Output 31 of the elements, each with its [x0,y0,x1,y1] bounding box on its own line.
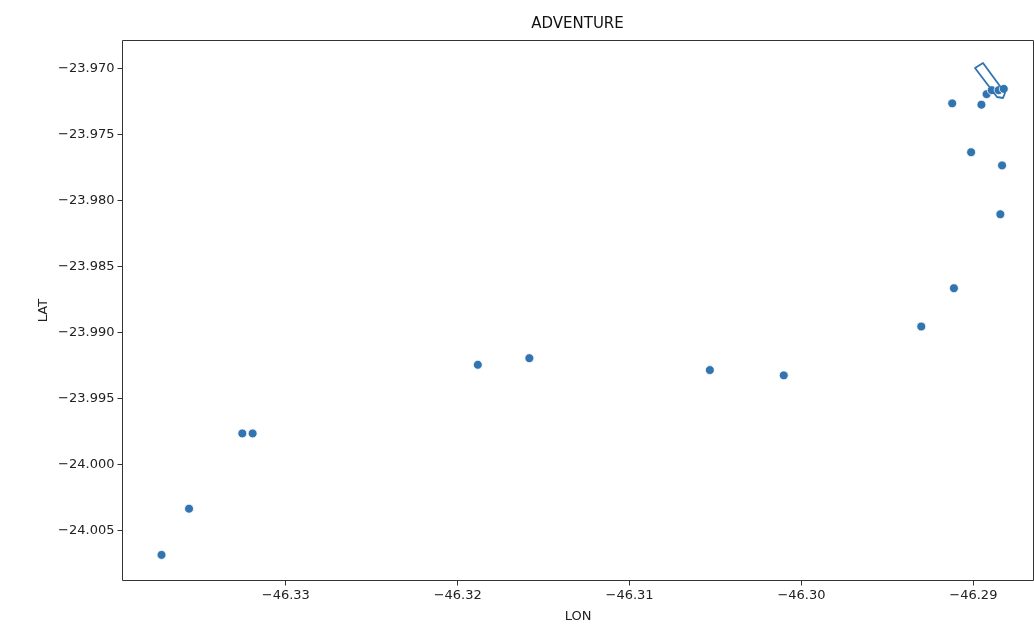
point [524,353,535,364]
point [949,283,959,294]
point [916,321,927,332]
point [156,550,167,560]
y-tick-label: −23.975 [58,126,115,142]
point [184,503,194,514]
point [472,359,483,370]
point [778,370,789,381]
y-tick-label: −23.985 [58,258,115,274]
point [997,160,1007,171]
point [976,99,987,110]
chart-title: ADVENTURE [531,14,624,32]
y-tick-label: −23.995 [58,390,115,406]
point [966,147,976,158]
point [247,428,258,439]
y-tick-label: −24.000 [58,456,115,472]
x-tick-label: −46.31 [605,586,654,602]
y-tick-label: −24.005 [58,522,115,538]
x-axis-title: LON [564,607,592,623]
point [704,365,715,375]
x-tick-label: −46.29 [949,586,998,602]
y-tick-label: −23.980 [58,192,115,208]
x-tick-label: −46.32 [433,586,482,602]
y-tick-label: −23.990 [58,324,115,340]
y-tick-label: −23.970 [58,60,115,76]
point [947,98,958,109]
x-tick-label: −46.33 [261,586,310,602]
x-tick-label: −46.30 [777,586,826,602]
point [237,428,248,439]
point [995,209,1006,220]
y-axis-title: LAT [35,298,51,323]
